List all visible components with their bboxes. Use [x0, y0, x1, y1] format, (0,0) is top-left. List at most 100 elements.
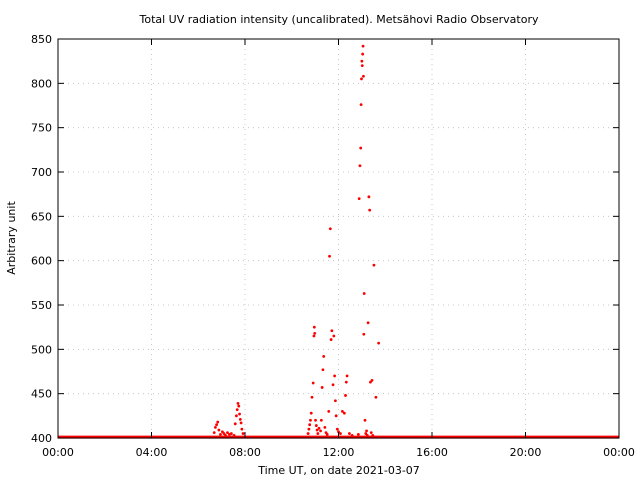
grid-lines — [58, 39, 619, 438]
data-point — [320, 386, 324, 389]
data-point — [215, 423, 218, 427]
data-point — [310, 395, 314, 399]
data-point — [334, 414, 338, 418]
data-point — [337, 430, 340, 434]
data-point — [327, 410, 331, 413]
data-point — [306, 432, 310, 435]
x-tick-label: 00:00 — [42, 446, 74, 459]
data-point — [362, 332, 366, 336]
data-point — [342, 411, 346, 415]
data-point — [332, 334, 336, 338]
data-point — [360, 77, 363, 81]
chart-title: Total UV radiation intensity (uncalibrat… — [139, 13, 539, 26]
data-point — [344, 394, 347, 397]
x-axis-label: Time UT, on date 2021-03-07 — [257, 464, 420, 477]
data-point — [360, 59, 364, 63]
data-point — [236, 402, 240, 405]
data-point — [319, 429, 322, 433]
x-tick-label: 04:00 — [136, 446, 168, 459]
data-point — [363, 418, 367, 422]
data-point — [370, 378, 374, 382]
data-point — [317, 426, 321, 430]
data-point — [321, 368, 325, 372]
data-point — [358, 164, 362, 168]
data-point — [309, 418, 312, 422]
data-point — [213, 425, 217, 429]
data-points — [212, 44, 381, 437]
data-point — [361, 44, 365, 48]
y-tick-label: 800 — [31, 77, 52, 90]
data-point — [307, 427, 311, 431]
data-point — [311, 381, 315, 385]
data-point — [312, 325, 316, 329]
data-point — [312, 334, 316, 338]
y-tick-label: 750 — [31, 122, 52, 135]
data-point — [323, 425, 327, 429]
y-tick-label: 600 — [31, 255, 52, 268]
data-point — [366, 321, 370, 325]
data-point — [357, 197, 361, 201]
data-point — [308, 423, 312, 427]
data-point — [369, 431, 373, 435]
data-point — [313, 331, 317, 335]
data-point — [232, 433, 236, 437]
data-point — [240, 427, 244, 431]
data-point — [226, 431, 229, 435]
data-point — [356, 433, 360, 436]
data-point — [314, 424, 318, 427]
data-point — [328, 254, 331, 258]
data-point — [224, 433, 227, 437]
data-point — [333, 374, 337, 378]
axis-ticks: 400 450 500 550 600 650 700 750 800 850 00:00 04:00… — [31, 33, 635, 459]
data-point — [359, 103, 363, 107]
data-point — [212, 431, 216, 435]
data-point — [361, 52, 365, 56]
y-tick-label: 500 — [31, 343, 52, 356]
data-point — [217, 428, 221, 432]
data-point — [365, 429, 368, 433]
data-point — [348, 432, 351, 435]
data-point — [340, 410, 344, 413]
data-point — [350, 433, 354, 437]
x-tick-label: 08:00 — [229, 446, 261, 459]
data-point — [362, 292, 366, 295]
x-tick-label: 16:00 — [416, 446, 448, 459]
data-point — [239, 421, 243, 425]
data-point — [362, 74, 365, 78]
data-point — [328, 227, 332, 231]
data-point — [325, 433, 329, 436]
data-point — [344, 380, 348, 384]
data-point — [367, 195, 371, 199]
data-point — [219, 433, 222, 436]
data-point — [331, 383, 335, 387]
data-point — [238, 417, 242, 421]
y-tick-label: 550 — [31, 299, 52, 312]
data-point — [360, 64, 364, 67]
data-point — [216, 420, 220, 424]
data-point — [333, 399, 337, 403]
data-point — [322, 355, 326, 358]
x-tick-label: 20:00 — [510, 446, 542, 459]
data-point — [371, 433, 375, 437]
data-point — [235, 414, 238, 418]
data-point — [315, 428, 319, 432]
data-point — [235, 408, 239, 412]
data-point — [319, 418, 323, 422]
y-tick-label: 650 — [31, 210, 52, 223]
data-point — [316, 432, 320, 435]
data-point — [238, 412, 241, 416]
data-point — [368, 208, 372, 212]
y-axis-label: Arbitrary unit — [5, 201, 18, 275]
data-point — [359, 146, 363, 150]
data-point — [365, 433, 369, 437]
data-point — [237, 404, 241, 408]
data-point — [372, 263, 376, 267]
y-tick-label: 450 — [31, 388, 52, 401]
data-point — [229, 432, 233, 435]
data-point — [241, 432, 245, 435]
data-point — [335, 427, 339, 431]
data-point — [377, 341, 381, 345]
